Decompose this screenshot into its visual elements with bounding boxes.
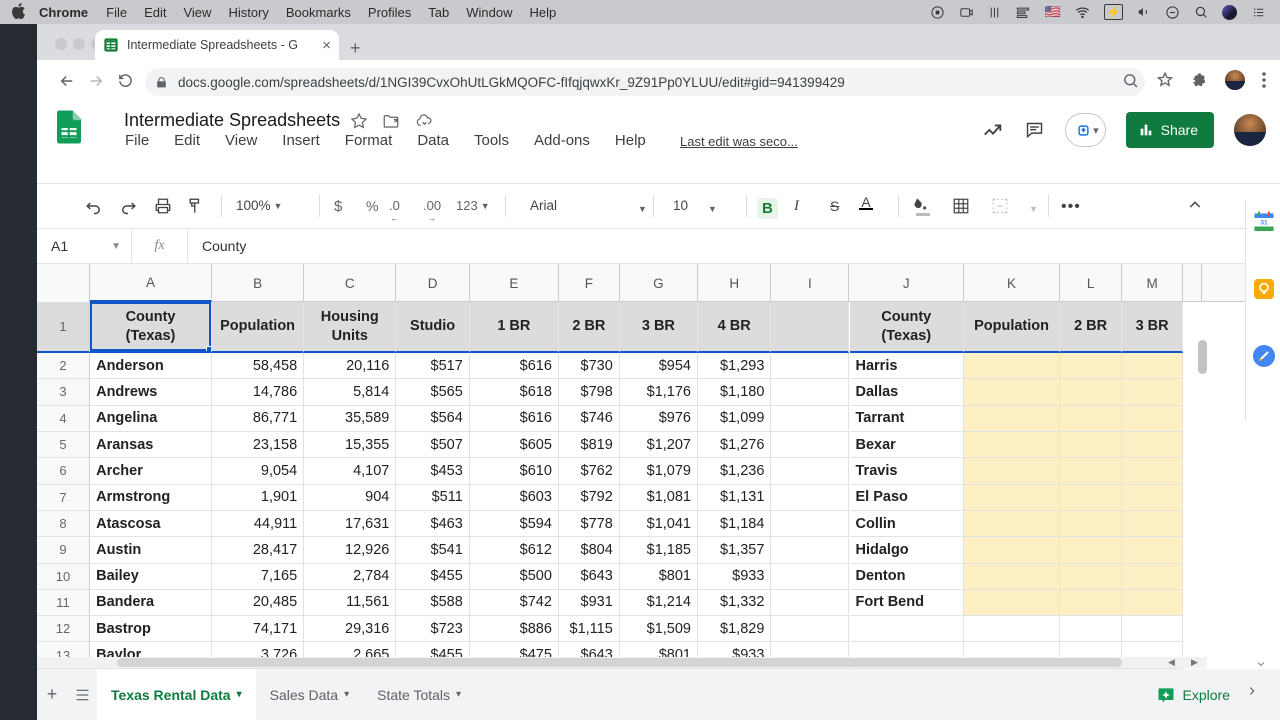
svg-text:31: 31 bbox=[1260, 220, 1268, 227]
